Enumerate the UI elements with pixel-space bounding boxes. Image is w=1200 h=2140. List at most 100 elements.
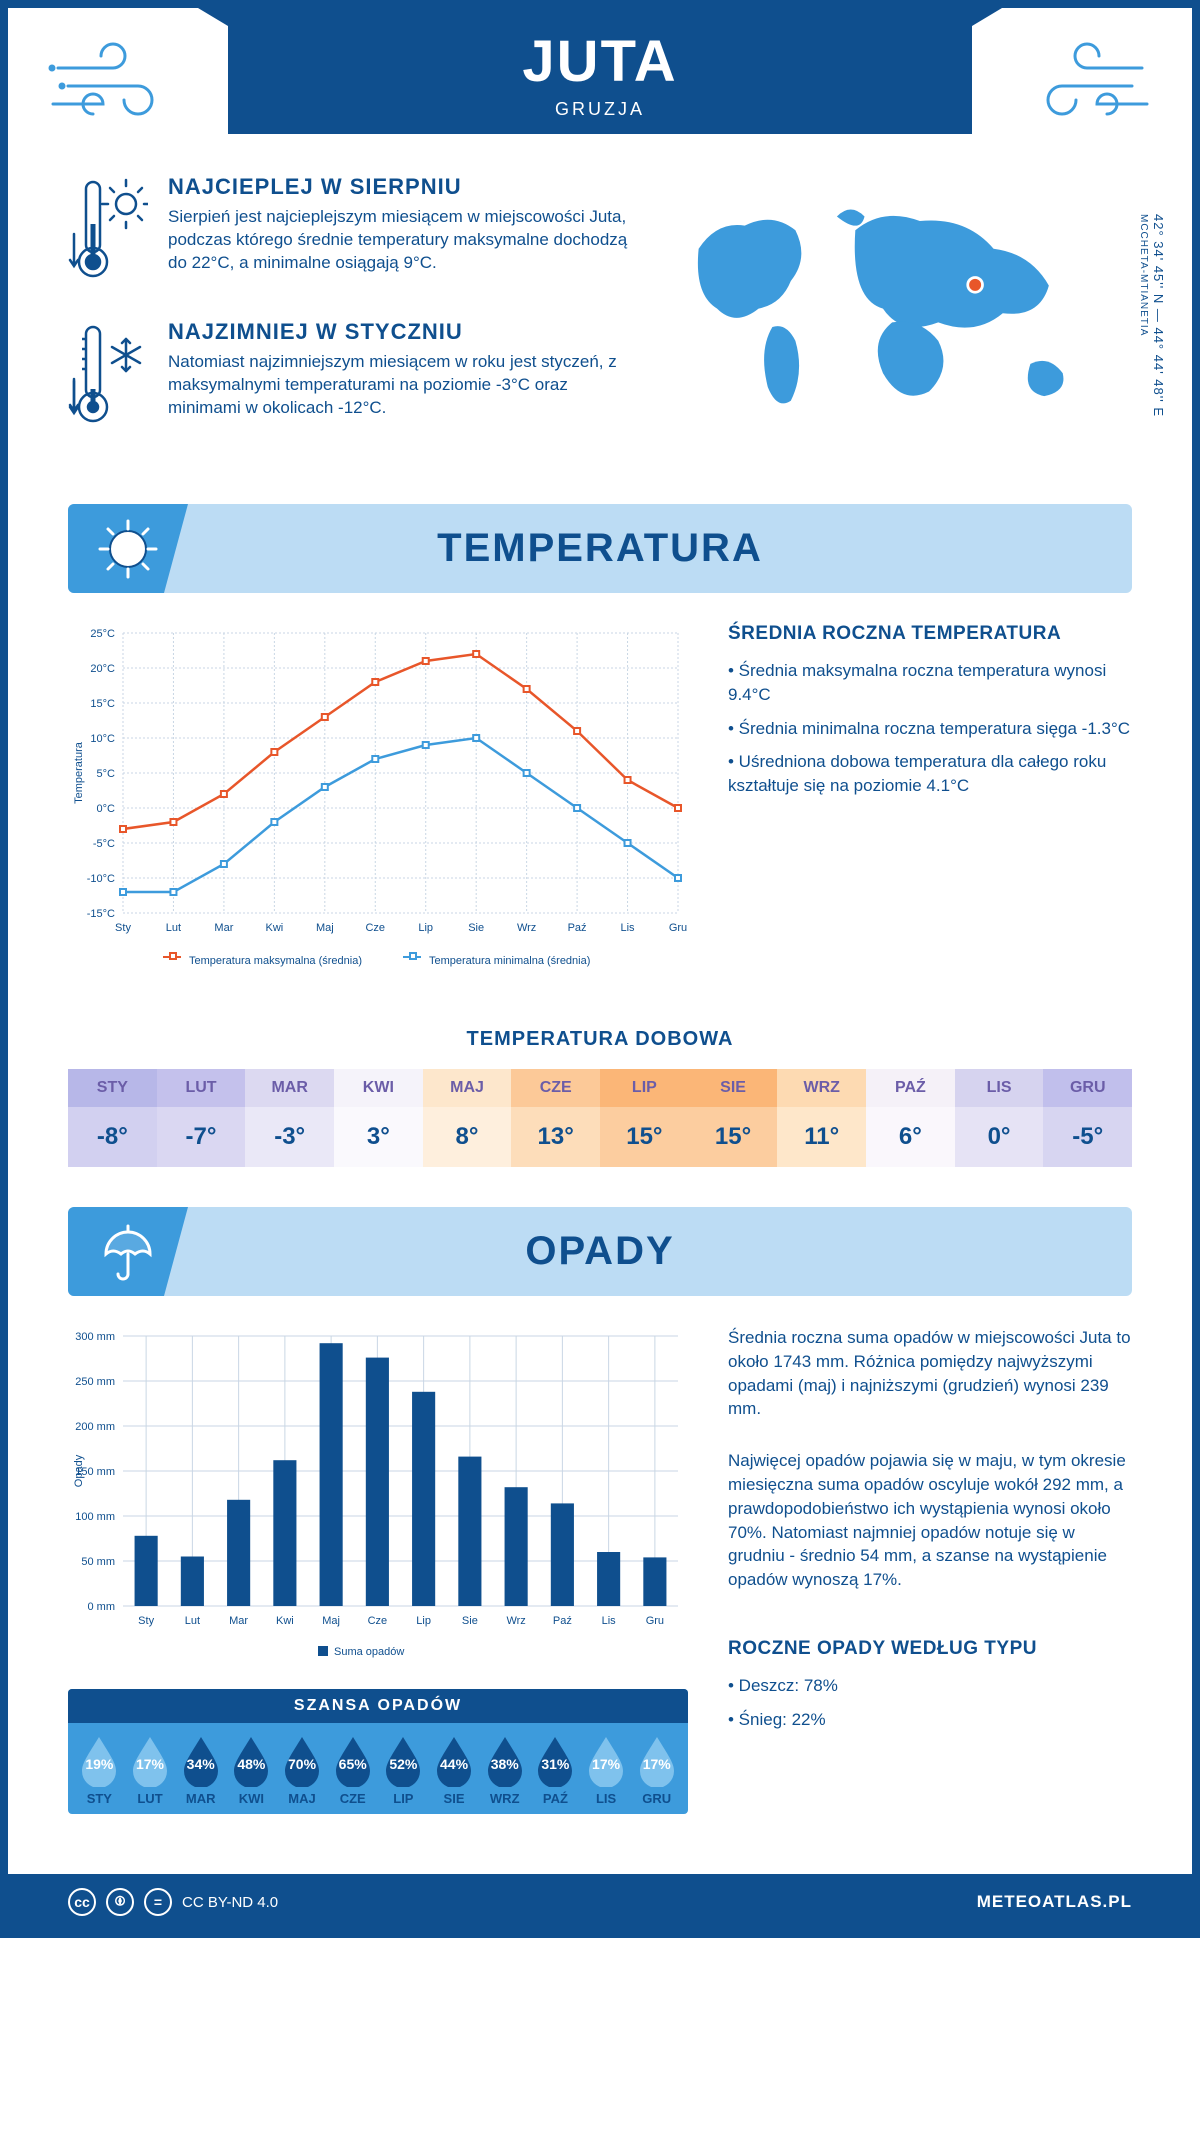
svg-text:Lis: Lis xyxy=(621,922,636,934)
svg-text:Sty: Sty xyxy=(115,922,131,934)
umbrella-icon xyxy=(96,1220,160,1284)
daily-cell: PAŹ6° xyxy=(866,1069,955,1167)
daily-cell: MAR-3° xyxy=(245,1069,334,1167)
daily-cell: LUT-7° xyxy=(157,1069,246,1167)
svg-text:15°C: 15°C xyxy=(90,698,115,710)
svg-text:Lip: Lip xyxy=(416,1615,431,1627)
svg-text:Maj: Maj xyxy=(316,922,334,934)
svg-text:Kwi: Kwi xyxy=(265,922,283,934)
svg-text:100 mm: 100 mm xyxy=(75,1511,115,1523)
svg-text:Lut: Lut xyxy=(166,922,181,934)
daily-cell: LIS0° xyxy=(955,1069,1044,1167)
svg-text:0 mm: 0 mm xyxy=(88,1601,116,1613)
thermometer-snow-icon xyxy=(68,319,148,434)
svg-text:Paź: Paź xyxy=(568,922,587,934)
rain-chance-cell: 44%SIE xyxy=(429,1735,480,1806)
temperature-line-chart: -15°C-10°C-5°C0°C5°C10°C15°C20°C25°CStyL… xyxy=(68,623,688,983)
world-map xyxy=(671,174,1132,434)
summary-item: • Średnia maksymalna roczna temperatura … xyxy=(728,659,1132,707)
svg-text:Cze: Cze xyxy=(368,1615,388,1627)
daily-temp-table: STY-8°LUT-7°MAR-3°KWI3°MAJ8°CZE13°LIP15°… xyxy=(68,1069,1132,1167)
nd-icon: = xyxy=(144,1888,172,1916)
license-text: CC BY-ND 4.0 xyxy=(182,1894,278,1911)
page-subtitle: GRUZJA xyxy=(228,99,972,120)
rain-chance-cell: 34%MAR xyxy=(175,1735,226,1806)
section-header-temperature: TEMPERATURA xyxy=(68,504,1132,593)
summary-item: • Średnia minimalna roczna temperatura s… xyxy=(728,717,1132,741)
rain-chance-cell: 52%LIP xyxy=(378,1735,429,1806)
fact-text: Natomiast najzimniejszym miesiącem w rok… xyxy=(168,351,631,420)
daily-cell: LIP15° xyxy=(600,1069,689,1167)
section-header-rain: OPADY xyxy=(68,1207,1132,1296)
svg-text:Gru: Gru xyxy=(646,1615,664,1627)
page-title: JUTA xyxy=(228,28,972,95)
svg-text:20°C: 20°C xyxy=(90,663,115,675)
svg-text:250 mm: 250 mm xyxy=(75,1376,115,1388)
svg-text:Suma opadów: Suma opadów xyxy=(334,1646,404,1658)
svg-text:-15°C: -15°C xyxy=(87,908,115,920)
rain-type-item: • Deszcz: 78% xyxy=(728,1674,1132,1698)
summary-item: • Uśredniona dobowa temperatura dla całe… xyxy=(728,750,1132,798)
svg-text:Lut: Lut xyxy=(185,1615,200,1627)
daily-cell: GRU-5° xyxy=(1043,1069,1132,1167)
rain-chance-cell: 19%STY xyxy=(74,1735,125,1806)
rainfall-bar-chart: 0 mm50 mm100 mm150 mm200 mm250 mm300 mmS… xyxy=(68,1326,688,1666)
rain-chance-panel: SZANSA OPADÓW 19%STY17%LUT34%MAR48%KWI70… xyxy=(68,1689,688,1814)
rain-chance-cell: 48%KWI xyxy=(226,1735,277,1806)
daily-cell: SIE15° xyxy=(689,1069,778,1167)
svg-text:Temperatura maksymalna (średni: Temperatura maksymalna (średnia) xyxy=(189,955,362,967)
svg-text:Wrz: Wrz xyxy=(506,1615,525,1627)
fact-title: NAJZIMNIEJ W STYCZNIU xyxy=(168,319,631,345)
svg-text:Wrz: Wrz xyxy=(517,922,536,934)
svg-text:Temperatura minimalna (średnia: Temperatura minimalna (średnia) xyxy=(429,955,590,967)
rain-text: Najwięcej opadów pojawia się w maju, w t… xyxy=(728,1449,1132,1592)
svg-text:5°C: 5°C xyxy=(97,768,116,780)
svg-text:10°C: 10°C xyxy=(90,733,115,745)
rain-chance-title: SZANSA OPADÓW xyxy=(68,1689,688,1723)
svg-text:200 mm: 200 mm xyxy=(75,1421,115,1433)
svg-text:0°C: 0°C xyxy=(97,803,116,815)
wind-icon xyxy=(48,38,178,133)
rain-type-title: ROCZNE OPADY WEDŁUG TYPU xyxy=(728,1638,1132,1660)
svg-text:Mar: Mar xyxy=(214,922,233,934)
fact-text: Sierpień jest najcieplejszym miesiącem w… xyxy=(168,206,631,275)
svg-text:Mar: Mar xyxy=(229,1615,248,1627)
thermometer-sun-icon xyxy=(68,174,148,289)
svg-text:Temperatura: Temperatura xyxy=(73,741,85,804)
daily-temp-title: TEMPERATURA DOBOWA xyxy=(8,1028,1192,1051)
svg-text:Sie: Sie xyxy=(462,1615,478,1627)
coordinates: 42° 34' 45'' N — 44° 44' 48'' E MCCHETA-… xyxy=(1136,214,1166,417)
fact-title: NAJCIEPLEJ W SIERPNIU xyxy=(168,174,631,200)
svg-text:Lip: Lip xyxy=(418,922,433,934)
svg-text:300 mm: 300 mm xyxy=(75,1331,115,1343)
rain-chance-cell: 70%MAJ xyxy=(277,1735,328,1806)
daily-cell: STY-8° xyxy=(68,1069,157,1167)
page-header: JUTA GRUZJA xyxy=(228,8,972,134)
svg-text:25°C: 25°C xyxy=(90,628,115,640)
svg-text:Kwi: Kwi xyxy=(276,1615,294,1627)
svg-text:-5°C: -5°C xyxy=(93,838,115,850)
rain-chance-cell: 17%GRU xyxy=(631,1735,682,1806)
svg-text:Maj: Maj xyxy=(322,1615,340,1627)
daily-cell: KWI3° xyxy=(334,1069,423,1167)
summary-title: ŚREDNIA ROCZNA TEMPERATURA xyxy=(728,623,1132,645)
rain-chance-cell: 17%LIS xyxy=(581,1735,632,1806)
svg-text:Sie: Sie xyxy=(468,922,484,934)
by-icon: 🅯 xyxy=(106,1888,134,1916)
rain-text: Średnia roczna suma opadów w miejscowośc… xyxy=(728,1326,1132,1421)
daily-cell: CZE13° xyxy=(511,1069,600,1167)
rain-chance-cell: 17%LUT xyxy=(125,1735,176,1806)
svg-text:Opady: Opady xyxy=(73,1454,85,1487)
brand-name: METEOATLAS.PL xyxy=(977,1892,1132,1912)
rain-chance-cell: 31%PAŹ xyxy=(530,1735,581,1806)
map-marker-icon xyxy=(968,277,983,292)
daily-cell: WRZ11° xyxy=(777,1069,866,1167)
rain-type-item: • Śnieg: 22% xyxy=(728,1708,1132,1732)
rain-chance-cell: 38%WRZ xyxy=(479,1735,530,1806)
svg-text:Lis: Lis xyxy=(602,1615,617,1627)
page-footer: cc 🅯 = CC BY-ND 4.0 METEOATLAS.PL xyxy=(8,1874,1192,1930)
cc-icon: cc xyxy=(68,1888,96,1916)
svg-text:Cze: Cze xyxy=(365,922,385,934)
wind-icon xyxy=(1022,38,1152,133)
svg-text:Sty: Sty xyxy=(138,1615,154,1627)
